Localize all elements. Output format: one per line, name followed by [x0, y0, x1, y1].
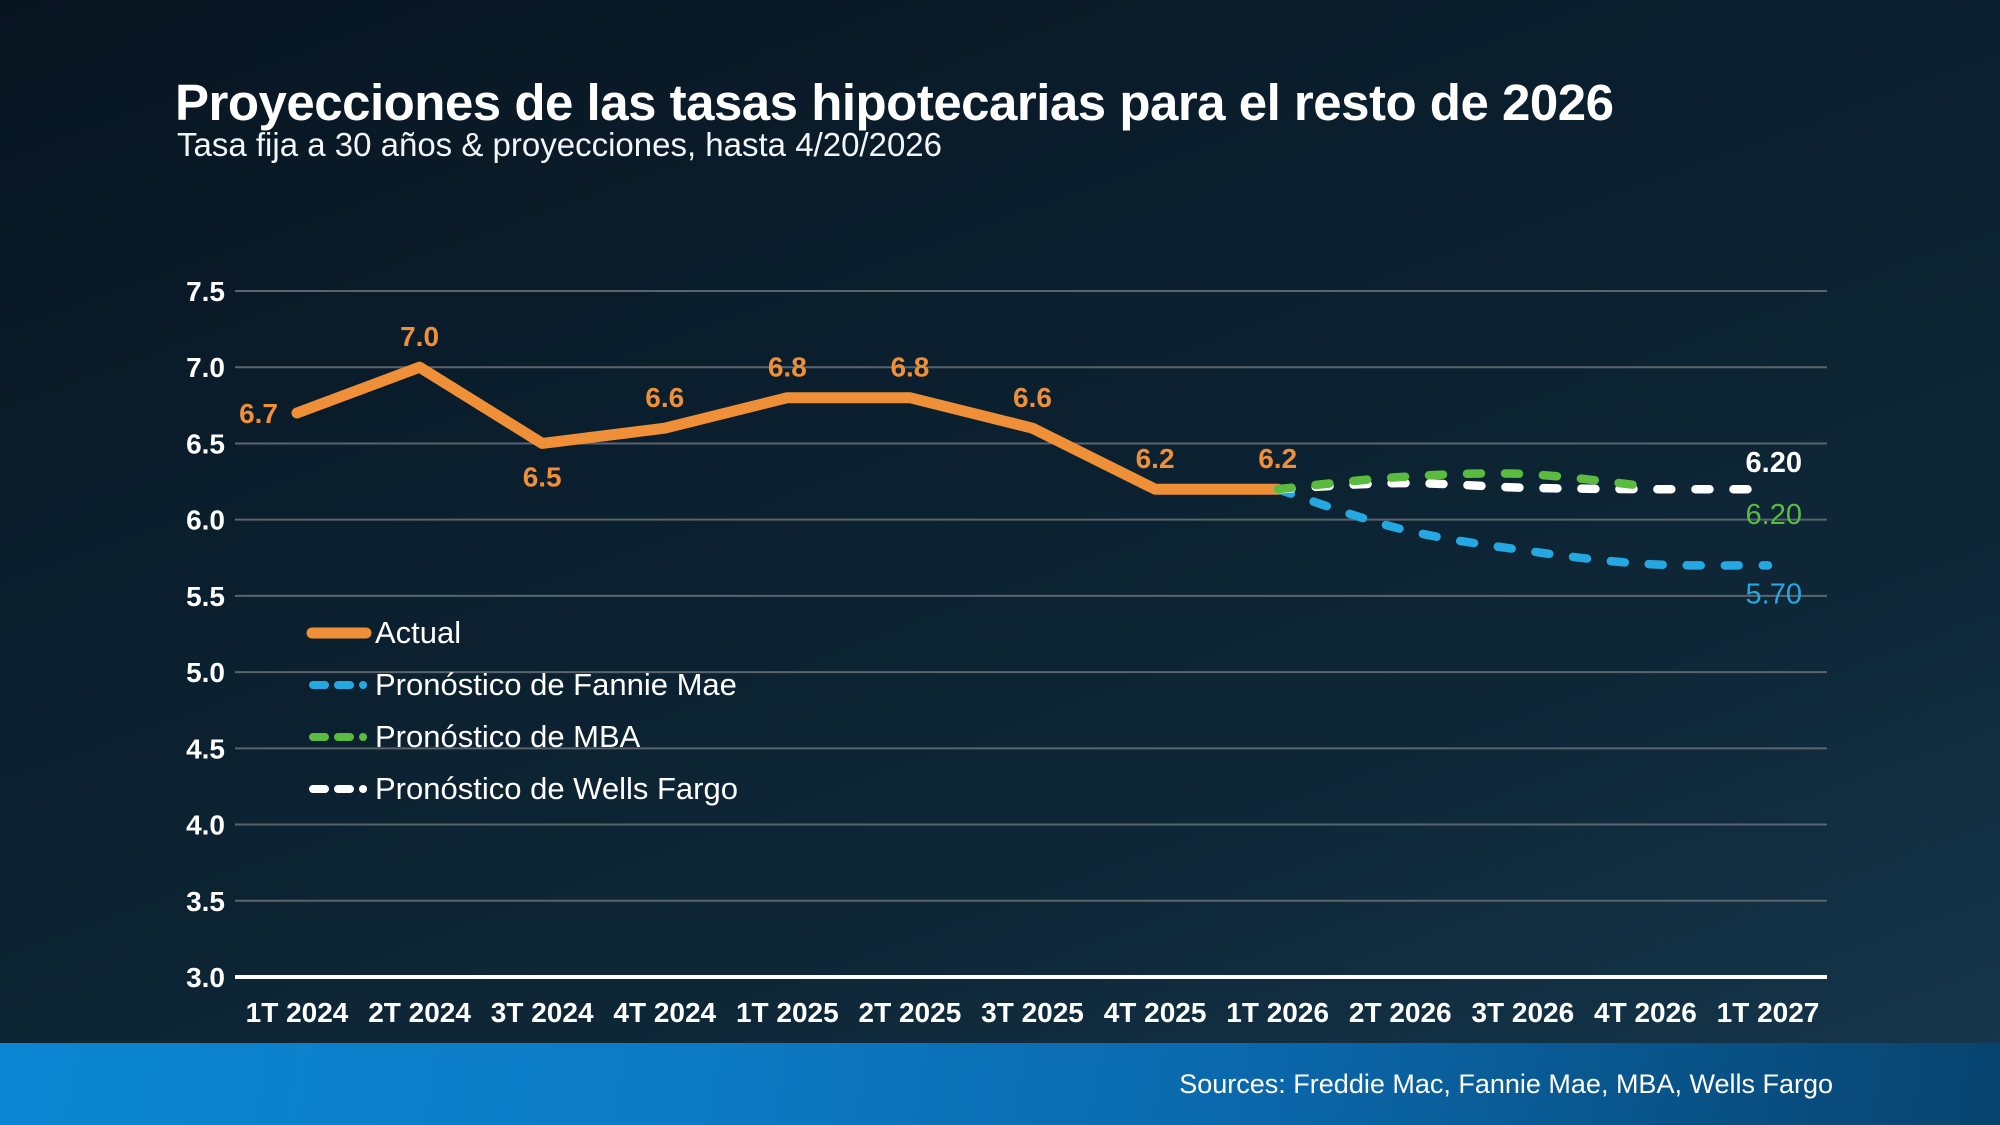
legend-label: Actual: [375, 615, 462, 650]
page-title: Proyecciones de las tasas hipotecarias p…: [175, 74, 1614, 131]
y-tick-label: 6.5: [186, 428, 225, 459]
end-label-pronostico-de-fannie-mae: 5.70: [1746, 578, 1802, 610]
y-tick-label: 6.0: [186, 505, 225, 536]
footer-bar: Sources: Freddie Mac, Fannie Mae, MBA, W…: [0, 1043, 2000, 1125]
x-tick-label: 1T 2025: [736, 997, 839, 1028]
legend-item-pronostico-de-fannie-mae: Pronóstico de Fannie Mae: [306, 659, 738, 711]
x-tick-label: 3T 2025: [981, 997, 1084, 1028]
legend-item-pronostico-de-mba: Pronóstico de MBA: [306, 711, 738, 763]
y-tick-label: 4.0: [186, 810, 225, 841]
x-tick-label: 1T 2027: [1717, 997, 1820, 1028]
y-tick-label: 4.5: [186, 733, 225, 764]
y-tick-label: 7.5: [186, 276, 225, 307]
legend-swatch-dashed-line: [309, 785, 372, 793]
end-label-pronostico-de-mba: 6.20: [1746, 499, 1802, 531]
legend-label: Pronóstico de Wells Fargo: [375, 771, 738, 806]
y-tick-label: 3.0: [186, 962, 225, 993]
series-line-actual: [291, 361, 1284, 495]
x-tick-label: 3T 2026: [1471, 997, 1574, 1028]
chart-legend: Actual Pronóstico de Fannie Mae Pronóstico…: [306, 607, 738, 815]
legend-swatch-solid-line: [306, 627, 372, 639]
data-label: 6.2: [1258, 443, 1297, 474]
x-tick-label: 4T 2024: [613, 997, 716, 1028]
legend-label: Pronóstico de Fannie Mae: [375, 667, 737, 702]
data-label: 7.0: [400, 321, 439, 352]
series-line-pronostico-de-fannie-mae: [1273, 484, 1773, 570]
x-tick-label: 4T 2026: [1594, 997, 1697, 1028]
legend-item-actual: Actual: [306, 607, 738, 659]
x-tick-label: 1T 2024: [246, 997, 349, 1028]
data-label: 6.6: [1013, 382, 1052, 413]
x-tick-label: 2T 2024: [368, 997, 471, 1028]
sources-text: Sources: Freddie Mac, Fannie Mae, MBA, W…: [1179, 1069, 1833, 1099]
series-line-pronostico-de-mba: [1273, 469, 1650, 494]
end-label-pronostico-de-wells-fargo: 6.20: [1746, 447, 1802, 479]
legend-swatch-dashed-line: [309, 681, 372, 689]
y-tick-label: 7.0: [186, 352, 225, 383]
legend-swatch-dashed-line: [309, 733, 372, 741]
data-label: 6.8: [890, 352, 929, 383]
page-subtitle: Tasa fija a 30 años & proyecciones, hast…: [177, 126, 943, 163]
y-tick-label: 5.0: [186, 657, 225, 688]
x-tick-label: 4T 2025: [1104, 997, 1207, 1028]
data-label: 6.8: [768, 352, 807, 383]
x-tick-label: 3T 2024: [491, 997, 594, 1028]
legend-item-pronostico-de-wells-fargo: Pronóstico de Wells Fargo: [306, 763, 738, 815]
data-label: 6.2: [1136, 443, 1175, 474]
data-label: 6.5: [523, 461, 562, 492]
x-tick-label: 1T 2026: [1226, 997, 1329, 1028]
data-label: 6.6: [645, 382, 684, 413]
x-tick-label: 2T 2025: [859, 997, 962, 1028]
x-tick-label: 2T 2026: [1349, 997, 1452, 1028]
y-tick-label: 5.5: [186, 581, 225, 612]
y-tick-label: 3.5: [186, 886, 225, 917]
data-label: 6.7: [239, 398, 278, 429]
legend-label: Pronóstico de MBA: [375, 719, 641, 754]
